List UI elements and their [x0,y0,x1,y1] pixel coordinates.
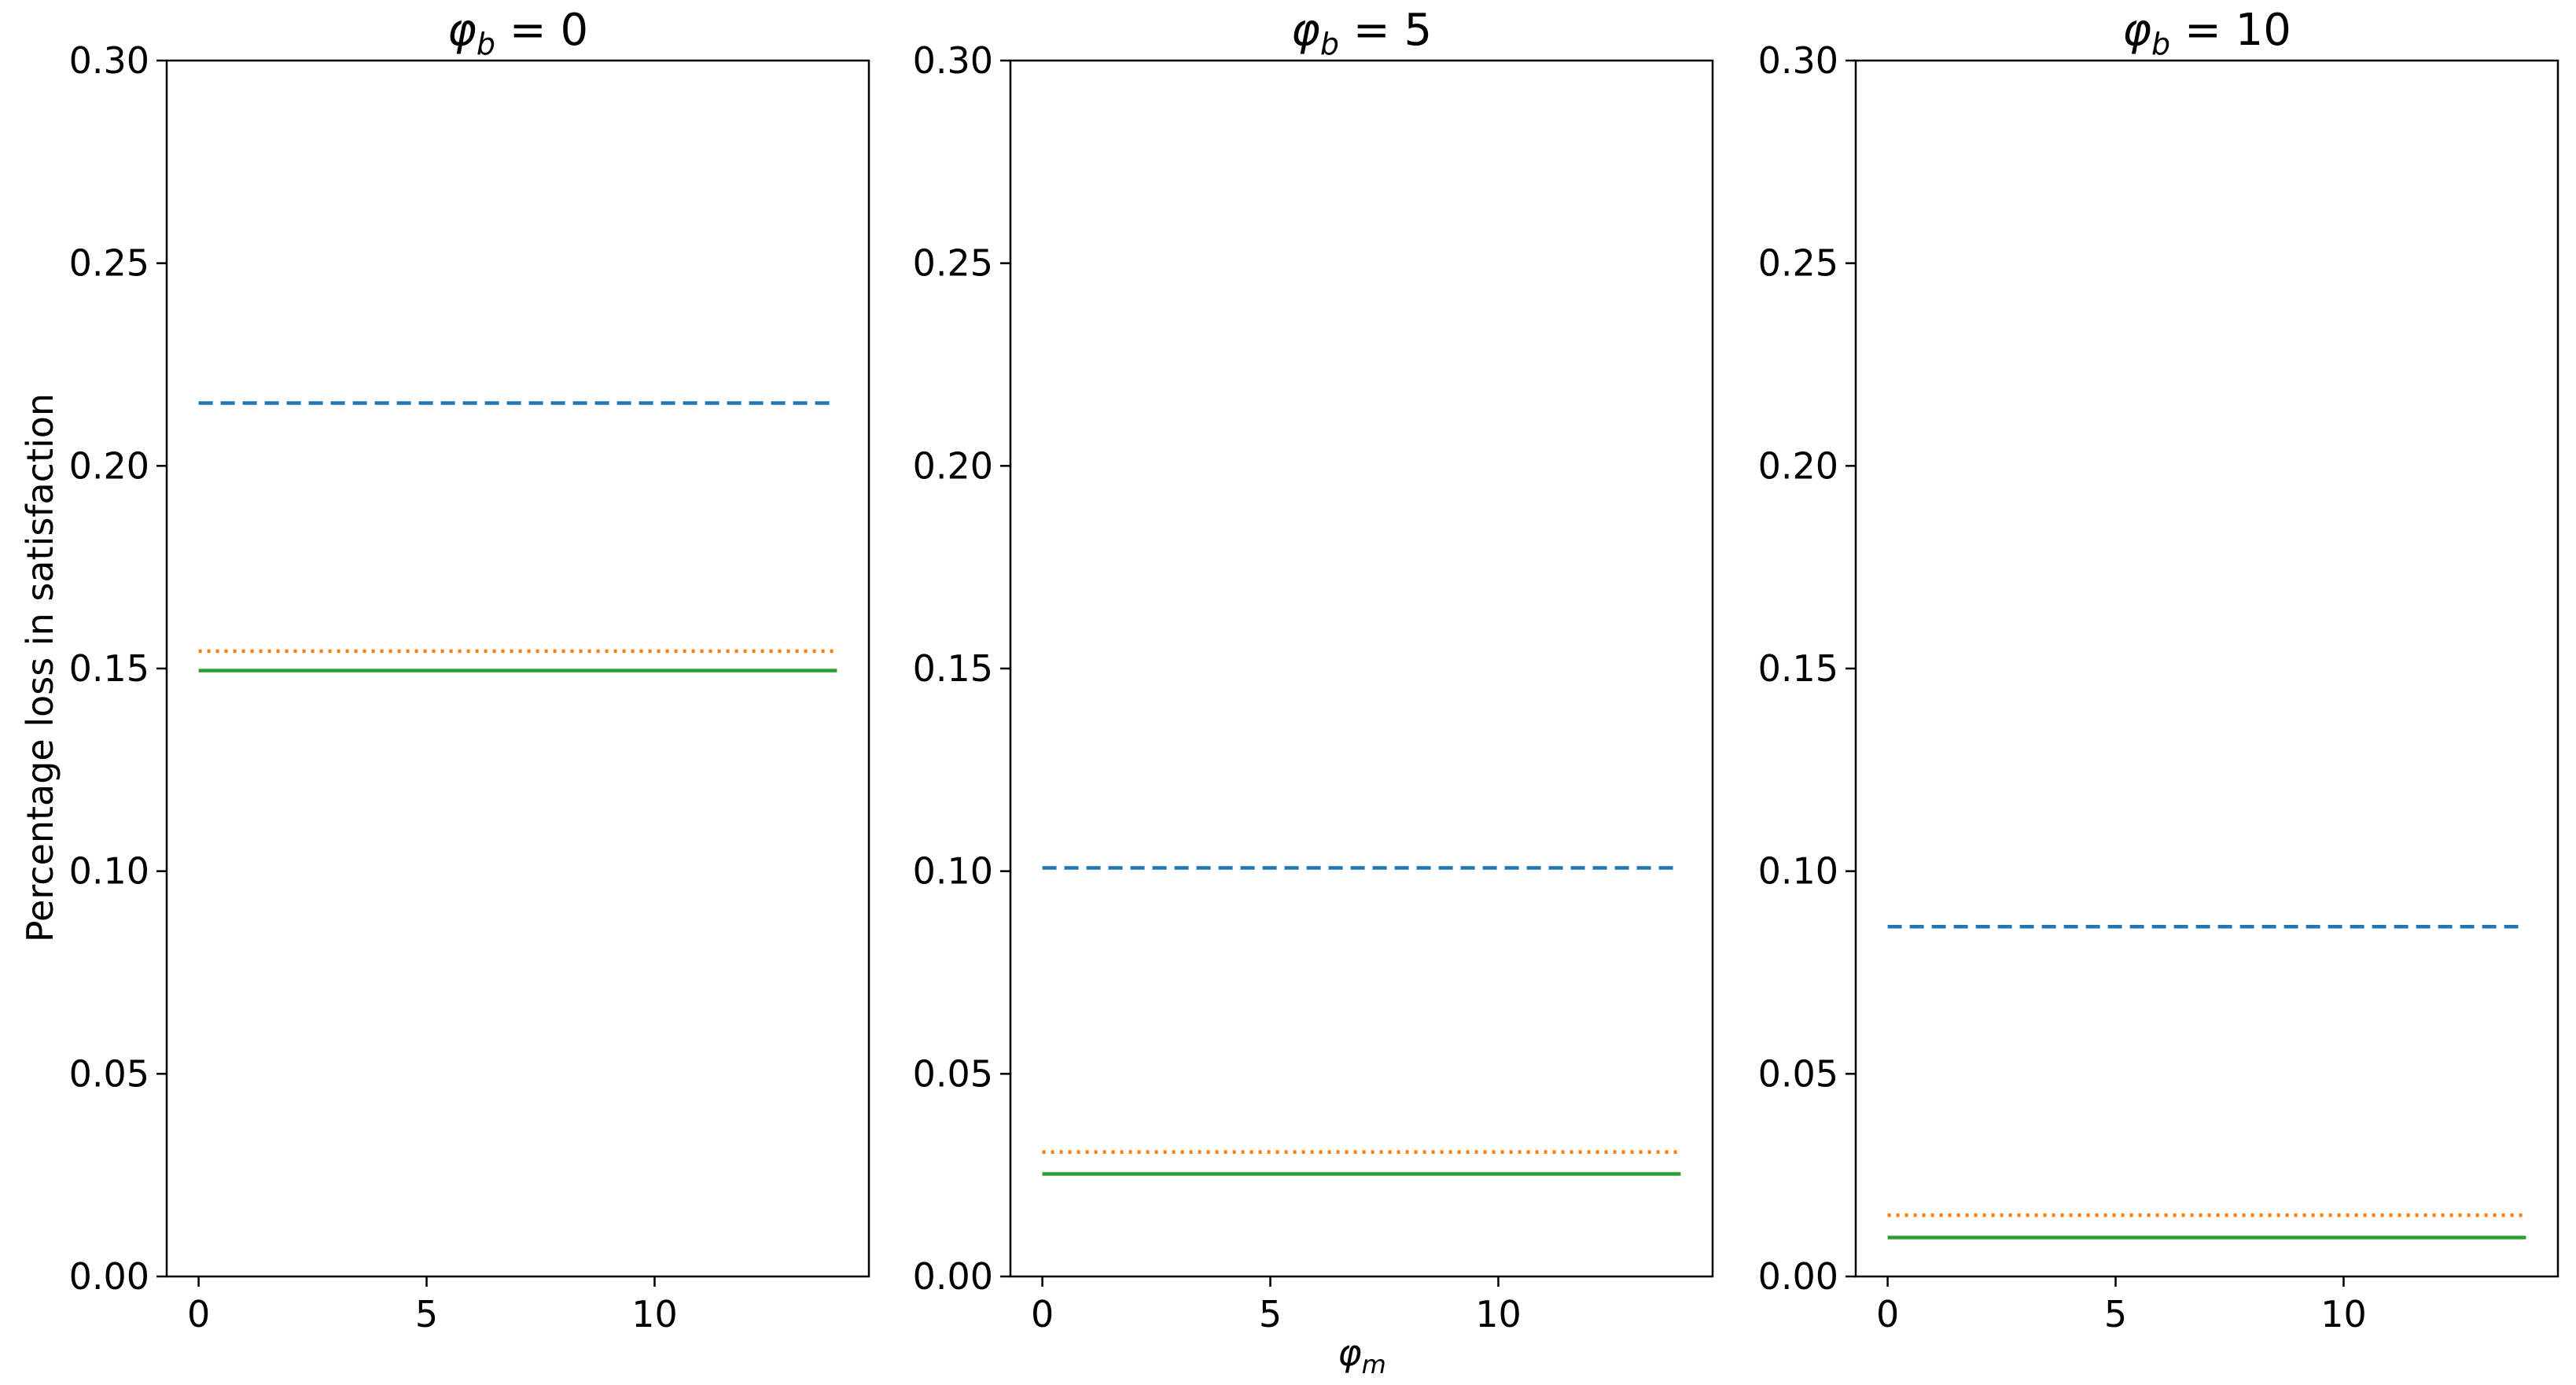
panel-title-subscript: b [477,27,495,61]
y-tick-label: 0.30 [1758,39,1838,82]
x-tick-label: 5 [415,1293,438,1335]
y-tick-label: 0.05 [69,1052,149,1095]
y-tick-label: 0.25 [1758,242,1838,285]
x-axis-label: φm [1338,1332,1386,1379]
panel-title-value: = 5 [1339,5,1432,56]
y-tick-label: 0.30 [69,39,149,82]
panel-title-symbol: φ [2122,5,2151,56]
panel-3: 0.00 0.05 0.10 0.15 0.20 0.25 0.30 0 5 10 φb = 10 [1758,5,2559,1335]
y-tick-label: 0.00 [1758,1255,1838,1298]
panel-title-symbol: φ [1291,5,1320,56]
x-tick-label: 10 [1475,1293,1522,1335]
plot-frame [165,59,870,1278]
y-tick-label: 0.05 [1758,1052,1838,1095]
y-tick-label: 0.10 [913,850,993,893]
y-tick-label: 0.00 [913,1255,993,1298]
panel-title: φb = 10 [2122,5,2291,61]
y-tick-label: 0.05 [913,1052,993,1095]
y-tick-label: 0.15 [913,647,993,690]
y-tick-label: 0.15 [69,647,149,690]
x-tick-label: 0 [1876,1293,1899,1335]
x-axis-label-symbol: φ [1338,1332,1361,1374]
y-tick-label: 0.25 [69,242,149,285]
plot-frame [1854,59,2559,1278]
x-tick-label: 5 [2104,1293,2127,1335]
panel-2: 0.00 0.05 0.10 0.15 0.20 0.25 0.30 0 5 10 φb = 5 [913,5,1714,1335]
panel-title-value: = 10 [2170,5,2291,56]
y-tick-label: 0.15 [1758,647,1838,690]
x-tick-label: 10 [2320,1293,2367,1335]
x-tick-label: 0 [187,1293,210,1335]
x-tick-label: 10 [631,1293,678,1335]
y-axis-label: Percentage loss in satisfaction [19,393,61,942]
x-tick-label: 5 [1259,1293,1282,1335]
panel-title: φb = 5 [1291,5,1432,61]
y-tick-label: 0.20 [1758,444,1838,487]
y-tick-label: 0.20 [69,444,149,487]
panel-title-symbol: φ [447,5,477,56]
y-tick-label: 0.10 [69,850,149,893]
plot-frame [1009,59,1714,1278]
panel-title-value: = 0 [495,5,588,56]
y-tick-label: 0.20 [913,444,993,487]
x-tick-label: 0 [1031,1293,1054,1335]
panel-title-subscript: b [1320,27,1339,61]
panel-title-subscript: b [2151,27,2170,61]
y-tick-label: 0.25 [913,242,993,285]
y-tick-label: 0.10 [1758,850,1838,893]
y-tick-label: 0.30 [913,39,993,82]
x-axis-label-subscript: m [1362,1350,1386,1379]
panel-title: φb = 0 [447,5,588,61]
y-tick-label: 0.00 [69,1255,149,1298]
panel-1: 0.00 0.05 0.10 0.15 0.20 0.25 0.30 0 5 10 φb = 0 [69,5,870,1335]
